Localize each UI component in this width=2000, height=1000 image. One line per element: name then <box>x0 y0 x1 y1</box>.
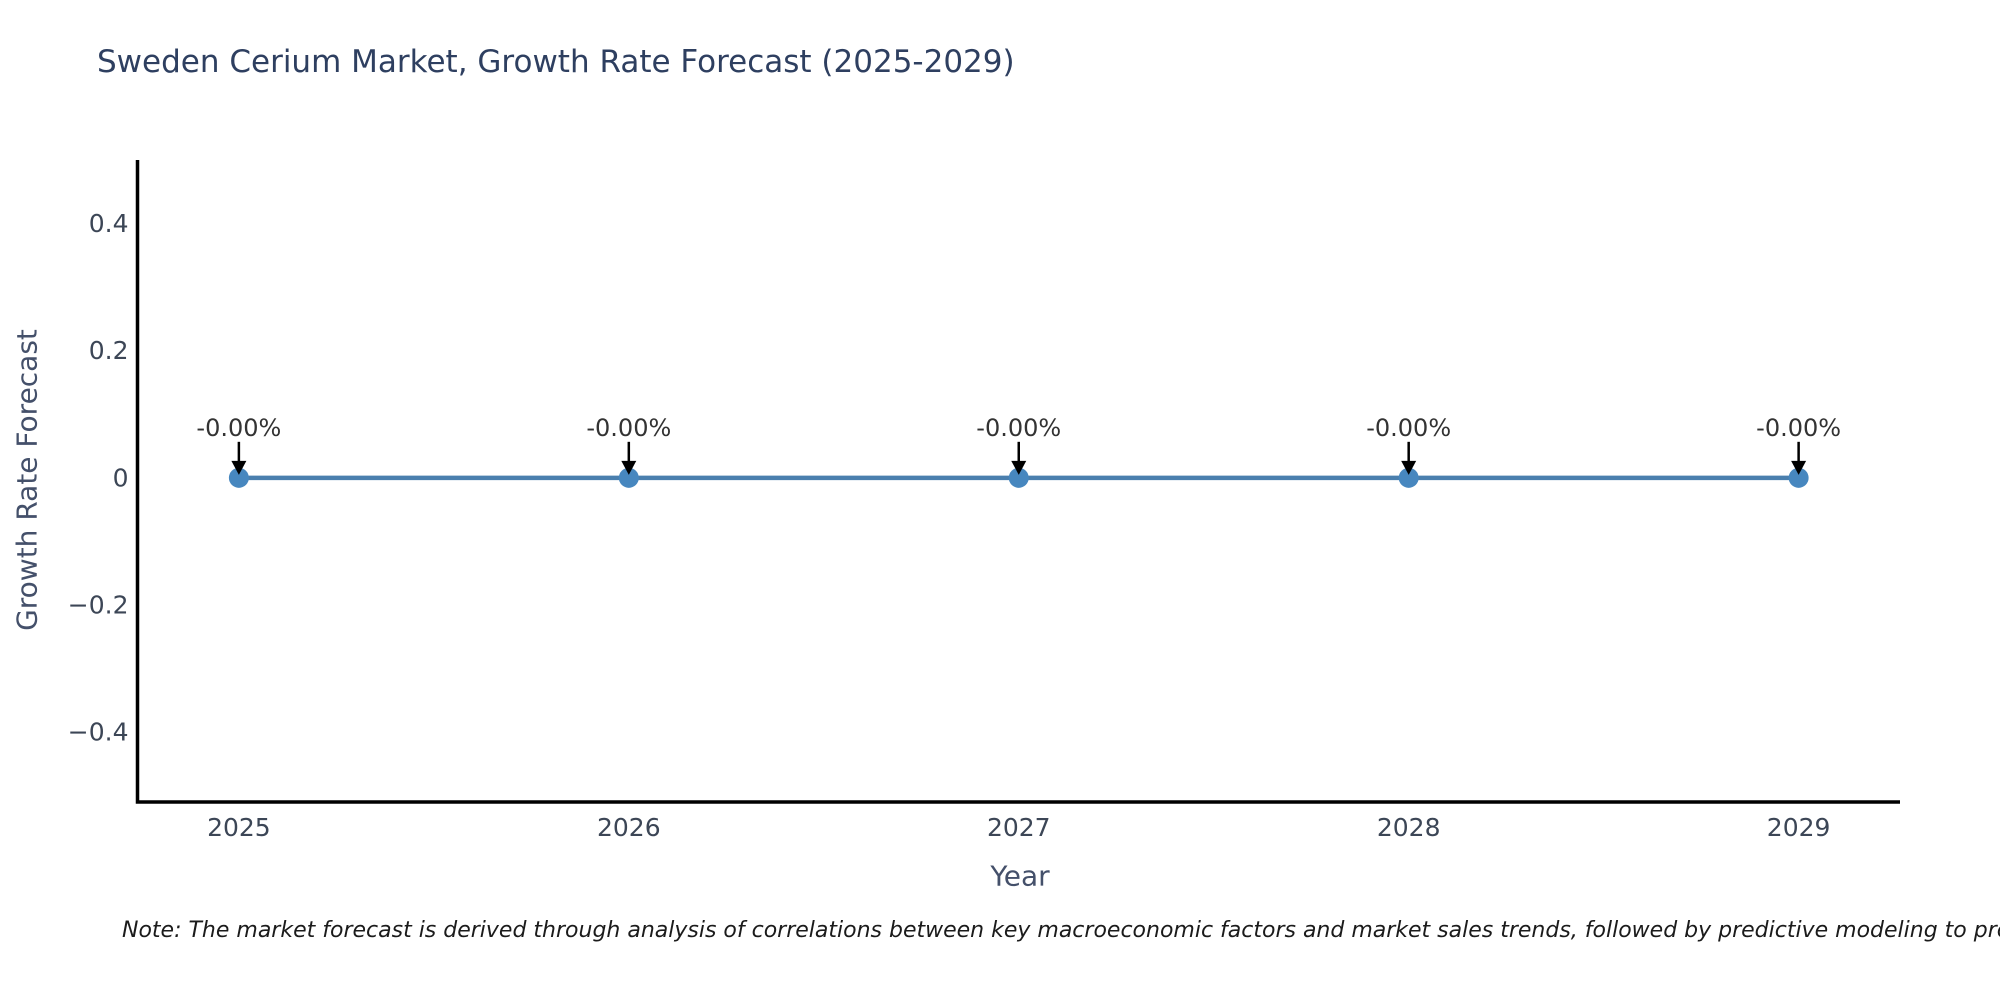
x-tick-label: 2026 <box>597 813 661 842</box>
y-tick-label: 0.4 <box>89 209 129 238</box>
data-point-marker <box>1008 467 1029 488</box>
y-tick-label: −0.4 <box>68 718 129 747</box>
data-point-marker <box>1788 467 1809 488</box>
y-tick-label: 0 <box>113 463 129 492</box>
x-axis-title: Year <box>990 859 1050 893</box>
y-tick-label: −0.2 <box>68 590 129 619</box>
annotation-arrow-head <box>1011 460 1027 475</box>
annotation-arrow-head <box>621 460 637 475</box>
y-tick-label: 0.2 <box>89 336 129 365</box>
x-tick-label: 2028 <box>1377 813 1441 842</box>
x-tick-label: 2029 <box>1767 813 1831 842</box>
data-point-marker <box>1398 467 1419 488</box>
annotation-arrow-head <box>231 460 247 475</box>
annotation-arrow-head <box>1791 460 1807 475</box>
point-value-label: -0.00% <box>196 414 281 442</box>
data-point-marker <box>618 467 639 488</box>
point-value-label: -0.00% <box>586 414 671 442</box>
point-value-label: -0.00% <box>976 414 1061 442</box>
annotation-arrow-head <box>1401 460 1417 475</box>
x-tick-label: 2027 <box>987 813 1051 842</box>
point-value-label: -0.00% <box>1366 414 1451 442</box>
axis-spines <box>135 160 1900 804</box>
x-tick-label: 2025 <box>207 813 271 842</box>
data-point-marker <box>228 467 249 488</box>
footnote: Note: The market forecast is derived thr… <box>122 918 2000 943</box>
point-value-label: -0.00% <box>1756 414 1841 442</box>
chart-title: Sweden Cerium Market, Growth Rate Foreca… <box>97 44 1015 80</box>
